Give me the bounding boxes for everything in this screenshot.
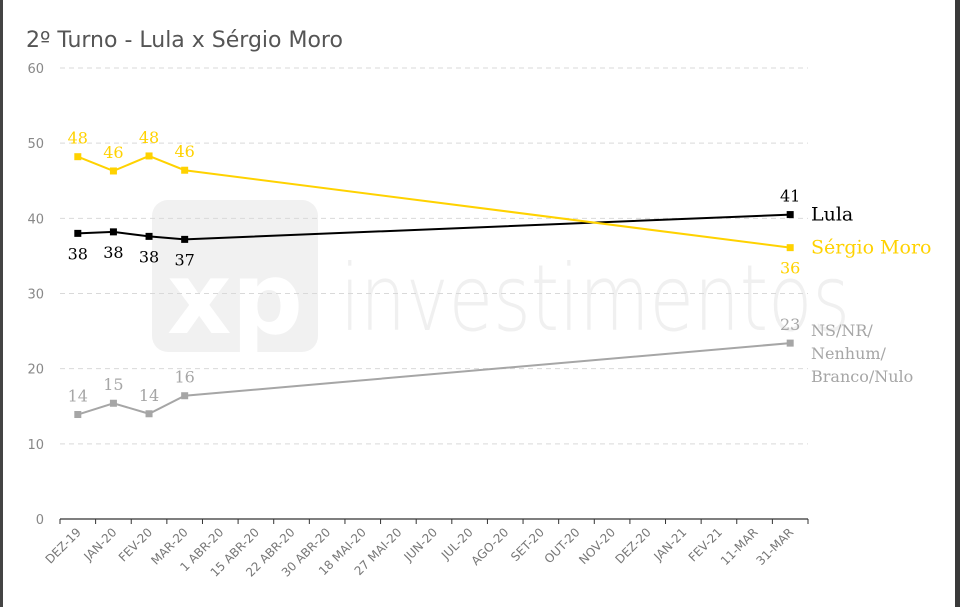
y-tick-label: 50 <box>27 137 44 152</box>
watermark-logo-text: xp <box>167 240 303 357</box>
data-label: 37 <box>174 250 194 269</box>
data-label: 14 <box>139 386 159 405</box>
x-tick-label: NOV-20 <box>576 525 618 567</box>
data-label: 38 <box>139 247 159 266</box>
window-left-border <box>0 0 3 607</box>
series-name-label: Sérgio Moro <box>811 237 931 259</box>
data-label: 38 <box>68 244 88 263</box>
data-point <box>181 235 189 243</box>
y-tick-label: 60 <box>27 62 44 77</box>
data-label: 15 <box>103 375 123 394</box>
x-tick-label: SET-20 <box>508 525 547 564</box>
y-tick-label: 0 <box>36 513 44 528</box>
x-tick-label: JAN-20 <box>81 525 120 564</box>
x-tick-label: JUN-20 <box>401 525 441 565</box>
watermark: xp investimentos <box>152 200 850 357</box>
data-label: 14 <box>68 387 88 406</box>
data-label: 46 <box>174 142 194 161</box>
series-name-label: NS/NR/Nenhum/Branco/Nulo <box>811 321 913 386</box>
x-tick-label: AGO-20 <box>468 525 511 568</box>
y-tick-label: 20 <box>27 363 44 378</box>
series-name-label: Lula <box>811 204 853 226</box>
y-tick-label: 40 <box>27 212 44 227</box>
data-label: 36 <box>780 259 800 278</box>
data-point <box>74 411 82 419</box>
data-point <box>109 399 117 407</box>
data-label: 48 <box>68 129 88 148</box>
watermark-text: investimentos <box>340 245 850 352</box>
x-tick-label: DEZ-19 <box>43 525 84 566</box>
window-right-border <box>955 0 960 607</box>
data-point <box>145 232 153 240</box>
y-tick-label: 10 <box>27 438 44 453</box>
data-point <box>786 244 794 252</box>
data-point <box>74 229 82 237</box>
data-point <box>181 166 189 174</box>
chart-title: 2º Turno - Lula x Sérgio Moro <box>26 28 343 53</box>
x-tick-label: DEZ-20 <box>613 525 654 566</box>
y-tick-label: 30 <box>27 288 44 303</box>
data-label: 46 <box>103 143 123 162</box>
data-label: 23 <box>780 315 800 334</box>
x-tick-label: 31-MAR <box>754 525 797 568</box>
data-label: 48 <box>139 128 159 147</box>
data-point <box>74 153 82 161</box>
data-label: 16 <box>174 368 194 387</box>
gridlines <box>60 67 808 445</box>
data-point <box>181 392 189 400</box>
data-point <box>145 152 153 160</box>
series-layer <box>74 152 794 419</box>
data-label: 38 <box>103 243 123 262</box>
data-point <box>786 339 794 347</box>
data-point <box>109 228 117 236</box>
watermark-logo-box <box>152 200 318 352</box>
data-point <box>145 410 153 418</box>
data-label: 41 <box>780 187 800 206</box>
data-point <box>786 211 794 219</box>
labels-layer: 38 38 38 37 41 Lula 48 46 48 46 36 Sérgio Moro 14 15 1… <box>68 128 932 406</box>
x-tick-label: JAN-21 <box>650 525 689 564</box>
x-tick-label: 11-MAR <box>718 525 761 568</box>
x-tick-label: OUT-20 <box>542 525 583 566</box>
data-point <box>109 167 117 175</box>
